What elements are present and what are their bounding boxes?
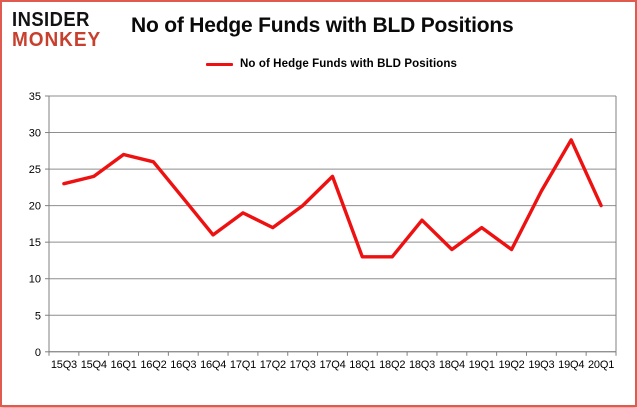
- x-axis-tick-label: 19Q3: [528, 359, 554, 371]
- legend-line-swatch: [206, 62, 233, 66]
- x-axis-tick-label: 19Q4: [558, 359, 584, 371]
- x-axis-tick-label: 16Q2: [140, 359, 166, 371]
- y-axis-tick-label: 35: [29, 91, 41, 103]
- chart-title: No of Hedge Funds with BLD Positions: [131, 14, 514, 37]
- legend-label: No of Hedge Funds with BLD Positions: [240, 58, 457, 70]
- insider-monkey-logo: INSIDER MONKEY: [12, 10, 106, 50]
- x-axis-tick-label: 18Q3: [409, 359, 435, 371]
- x-axis-tick-label: 17Q1: [230, 359, 256, 371]
- x-axis-tick-label: 18Q4: [439, 359, 465, 371]
- series-line: [62, 138, 603, 259]
- y-axis-tick-label: 15: [29, 237, 41, 249]
- x-axis-tick-label: 16Q1: [111, 359, 137, 371]
- x-axis-tick-label: 18Q2: [379, 359, 405, 371]
- x-axis-tick-label: 17Q4: [319, 359, 345, 371]
- x-axis-tick-label: 17Q3: [290, 359, 316, 371]
- x-axis-tick-label: 18Q1: [349, 359, 375, 371]
- x-axis-tick-label: 17Q2: [260, 359, 286, 371]
- x-axis-tick-label: 16Q4: [200, 359, 226, 371]
- x-axis-tick-label: 15Q4: [81, 359, 107, 371]
- logo-text-monkey: MONKEY: [12, 29, 102, 51]
- y-axis-tick-label: 0: [35, 347, 41, 359]
- x-axis-tick-label: 20Q1: [588, 359, 614, 371]
- y-axis-tick-label: 20: [29, 201, 41, 213]
- x-axis-tick-label: 15Q3: [51, 359, 77, 371]
- y-axis-tick-label: 5: [35, 310, 41, 322]
- y-axis-tick-label: 25: [29, 164, 41, 176]
- logo-text-insider: INSIDER: [12, 9, 90, 31]
- legend: No of Hedge Funds with BLD Positions: [206, 58, 457, 70]
- y-axis-tick-label: 10: [29, 274, 41, 286]
- x-axis-tick-label: 19Q2: [498, 359, 524, 371]
- x-axis-tick-label: 16Q3: [170, 359, 196, 371]
- y-axis-tick-label: 30: [29, 128, 41, 140]
- x-axis-tick-label: 19Q1: [469, 359, 495, 371]
